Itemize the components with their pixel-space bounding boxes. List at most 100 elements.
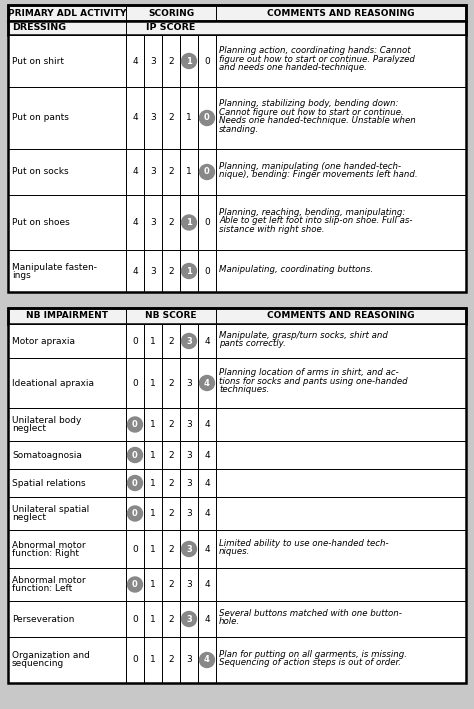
Bar — [8, 5, 466, 292]
Text: Manipulating, coordinating buttons.: Manipulating, coordinating buttons. — [219, 264, 373, 274]
Text: 3: 3 — [186, 337, 192, 345]
Text: 4: 4 — [132, 218, 138, 227]
Text: 1: 1 — [186, 113, 192, 123]
Text: 4: 4 — [132, 167, 138, 177]
Bar — [126, 530, 144, 568]
Bar — [216, 35, 466, 87]
Text: 2: 2 — [168, 218, 174, 227]
Text: 3: 3 — [186, 479, 192, 488]
Text: 2: 2 — [168, 420, 174, 429]
Bar — [198, 87, 216, 149]
Circle shape — [182, 542, 197, 557]
Text: DRESSING: DRESSING — [12, 23, 66, 33]
Text: COMMENTS AND REASONING: COMMENTS AND REASONING — [267, 311, 415, 320]
Text: COMMENTS AND REASONING: COMMENTS AND REASONING — [267, 9, 415, 18]
Text: 0: 0 — [132, 337, 138, 345]
Text: 2: 2 — [168, 167, 174, 177]
Text: pants correctly.: pants correctly. — [219, 339, 286, 348]
Text: Sequencing of action steps is out of order.: Sequencing of action steps is out of ord… — [219, 658, 401, 667]
Text: 0: 0 — [132, 545, 138, 554]
Bar — [180, 530, 198, 568]
Bar — [144, 35, 162, 87]
Text: 1: 1 — [150, 337, 156, 345]
Bar — [216, 568, 466, 601]
Bar — [180, 568, 198, 601]
Bar — [180, 358, 198, 408]
Bar — [144, 637, 162, 683]
Text: 4: 4 — [204, 656, 210, 664]
Bar — [216, 195, 466, 250]
Text: neglect: neglect — [12, 513, 46, 522]
Bar — [8, 21, 466, 35]
Bar — [180, 497, 198, 530]
Bar — [144, 408, 162, 441]
Text: Perseveration: Perseveration — [12, 615, 74, 623]
Bar — [198, 324, 216, 358]
Text: Manipulate, grasp/turn socks, shirt and: Manipulate, grasp/turn socks, shirt and — [219, 330, 388, 340]
Bar — [144, 358, 162, 408]
Bar — [8, 358, 126, 408]
Text: 2: 2 — [168, 509, 174, 518]
Text: Organization and: Organization and — [12, 652, 90, 661]
Text: Plan for putting on all garments, is missing.: Plan for putting on all garments, is mis… — [219, 649, 407, 659]
Bar — [8, 324, 126, 358]
Text: 1: 1 — [186, 57, 192, 65]
Circle shape — [200, 376, 215, 391]
Bar — [198, 250, 216, 292]
Text: 0: 0 — [132, 479, 138, 488]
Bar — [198, 637, 216, 683]
Bar — [8, 308, 466, 683]
Bar — [8, 601, 126, 637]
Text: Unilateral spatial: Unilateral spatial — [12, 505, 89, 514]
Bar — [162, 87, 180, 149]
Text: 4: 4 — [204, 379, 210, 388]
Bar — [8, 408, 126, 441]
Bar — [198, 530, 216, 568]
Bar — [126, 497, 144, 530]
Circle shape — [128, 417, 143, 432]
Text: 4: 4 — [204, 545, 210, 554]
Bar — [126, 408, 144, 441]
Text: NB IMPAIRMENT: NB IMPAIRMENT — [26, 311, 108, 320]
Text: 3: 3 — [150, 167, 156, 177]
Text: 3: 3 — [186, 450, 192, 459]
Bar — [216, 530, 466, 568]
Bar — [180, 324, 198, 358]
Circle shape — [182, 264, 197, 279]
Circle shape — [128, 447, 143, 462]
Bar — [126, 601, 144, 637]
Text: 4: 4 — [204, 479, 210, 488]
Circle shape — [128, 577, 143, 592]
Bar — [180, 601, 198, 637]
Text: 3: 3 — [150, 267, 156, 276]
Text: Put on socks: Put on socks — [12, 167, 69, 177]
Bar — [126, 358, 144, 408]
Text: Put on shirt: Put on shirt — [12, 57, 64, 65]
Bar — [144, 195, 162, 250]
Text: 2: 2 — [168, 379, 174, 388]
Text: Planning, stabilizing body, bending down:: Planning, stabilizing body, bending down… — [219, 99, 398, 108]
Bar — [162, 601, 180, 637]
Bar — [126, 195, 144, 250]
Text: 0: 0 — [132, 580, 138, 589]
Bar — [8, 469, 126, 497]
Text: 1: 1 — [186, 218, 192, 227]
Bar — [144, 87, 162, 149]
Bar — [180, 87, 198, 149]
Circle shape — [200, 652, 215, 667]
Text: Put on shoes: Put on shoes — [12, 218, 70, 227]
Bar — [8, 308, 466, 324]
Text: 0: 0 — [204, 267, 210, 276]
Text: niques.: niques. — [219, 547, 250, 556]
Text: 3: 3 — [150, 57, 156, 65]
Bar — [144, 324, 162, 358]
Bar — [198, 358, 216, 408]
Text: Planning action, coordinating hands: Cannot: Planning action, coordinating hands: Can… — [219, 46, 410, 55]
Text: 4: 4 — [204, 420, 210, 429]
Circle shape — [200, 164, 215, 179]
Bar — [162, 250, 180, 292]
Text: 0: 0 — [204, 167, 210, 177]
Text: 3: 3 — [186, 509, 192, 518]
Text: Abnormal motor: Abnormal motor — [12, 540, 86, 549]
Bar — [162, 195, 180, 250]
